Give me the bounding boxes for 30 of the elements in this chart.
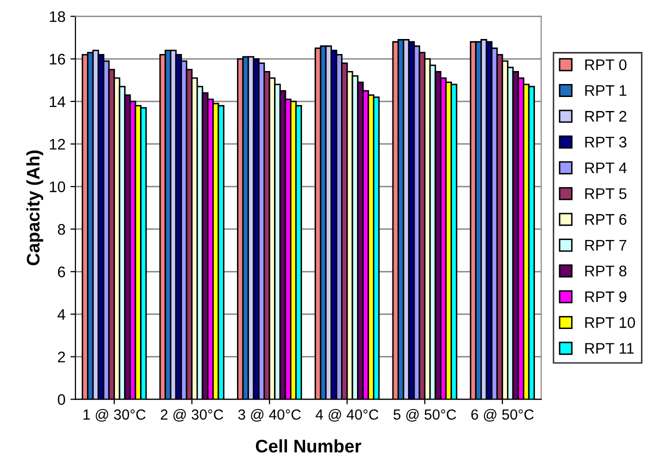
x-tick-label: 4 @ 40°C <box>316 409 378 422</box>
x-tick-label: 6 @ 50°C <box>471 409 534 422</box>
y-tick-label: 0 <box>58 394 66 405</box>
legend-label: RPT 4 <box>585 162 627 174</box>
y-tick-label: 14 <box>50 96 66 107</box>
legend-label: RPT 7 <box>585 240 626 250</box>
y-tick-label: 10 <box>50 181 66 192</box>
legend-label: RPT 11 <box>585 343 634 354</box>
legend-label: RPT 8 <box>585 266 626 276</box>
x-tick-label: 3 @ 40°C <box>238 409 301 422</box>
x-axis-title: Cell Number <box>256 439 362 453</box>
y-tick-label: 6 <box>58 266 66 278</box>
x-tick-label: 2 @ 30°C <box>160 409 224 422</box>
y-tick-label: 12 <box>50 138 65 150</box>
legend-label: RPT 2 <box>585 110 626 122</box>
legend-label: RPT 0 <box>585 59 626 70</box>
legend-label: RPT 10 <box>585 317 635 328</box>
y-tick-label: 16 <box>50 54 66 65</box>
legend-label: RPT 6 <box>585 214 626 225</box>
y-tick-label: 8 <box>58 224 66 235</box>
y-tick-label: 4 <box>58 309 66 320</box>
legend-label: RPT 3 <box>585 136 626 148</box>
y-axis-title: Capacity (Ah) <box>26 150 44 266</box>
x-tick-label: 5 @ 50°C <box>394 409 456 422</box>
legend-label: RPT 1 <box>585 85 626 96</box>
y-tick-label: 2 <box>58 352 65 362</box>
x-tick-label: 1 @ 30°C <box>84 409 146 422</box>
y-tick-label: 18 <box>50 11 66 22</box>
legend-label: RPT 9 <box>585 291 626 302</box>
legend-label: RPT 5 <box>585 188 626 200</box>
